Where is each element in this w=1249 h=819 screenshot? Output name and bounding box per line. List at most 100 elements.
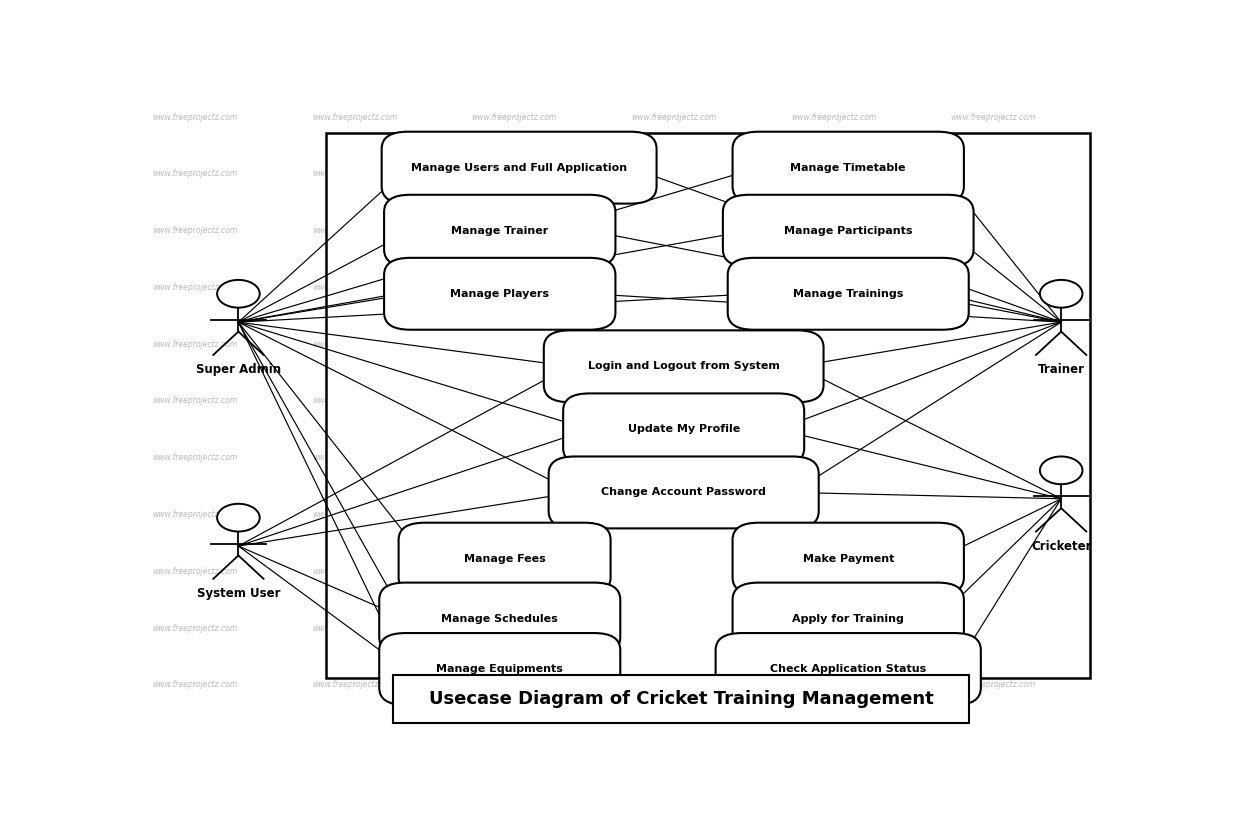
Text: www.freeprojectz.com: www.freeprojectz.com [312,681,397,690]
Text: www.freeprojectz.com: www.freeprojectz.com [472,567,557,576]
Text: www.freeprojectz.com: www.freeprojectz.com [631,170,717,179]
Text: www.freeprojectz.com: www.freeprojectz.com [472,283,557,292]
Text: www.freeprojectz.com: www.freeprojectz.com [950,567,1037,576]
Text: www.freeprojectz.com: www.freeprojectz.com [152,681,237,690]
Text: www.freeprojectz.com: www.freeprojectz.com [312,170,397,179]
Text: Super Admin: Super Admin [196,363,281,376]
Text: Make Payment: Make Payment [803,554,894,563]
Text: www.freeprojectz.com: www.freeprojectz.com [152,113,237,122]
Text: Manage Equipments: Manage Equipments [436,664,563,674]
Text: Manage Participants: Manage Participants [784,226,913,236]
Text: www.freeprojectz.com: www.freeprojectz.com [631,396,717,405]
Text: www.freeprojectz.com: www.freeprojectz.com [472,681,557,690]
Text: www.freeprojectz.com: www.freeprojectz.com [950,623,1037,632]
Text: www.freeprojectz.com: www.freeprojectz.com [472,510,557,519]
Text: System User: System User [196,587,280,600]
Text: Manage Timetable: Manage Timetable [791,163,906,173]
Text: www.freeprojectz.com: www.freeprojectz.com [950,113,1037,122]
FancyBboxPatch shape [385,195,616,267]
Text: www.freeprojectz.com: www.freeprojectz.com [152,396,237,405]
Text: www.freeprojectz.com: www.freeprojectz.com [791,170,877,179]
Text: www.freeprojectz.com: www.freeprojectz.com [791,396,877,405]
Text: Cricketer: Cricketer [1030,540,1092,553]
FancyBboxPatch shape [733,132,964,204]
FancyBboxPatch shape [380,582,621,654]
Text: Manage Schedules: Manage Schedules [441,613,558,623]
Text: www.freeprojectz.com: www.freeprojectz.com [791,453,877,462]
Text: www.freeprojectz.com: www.freeprojectz.com [791,113,877,122]
Circle shape [217,280,260,308]
Text: www.freeprojectz.com: www.freeprojectz.com [631,340,717,349]
FancyBboxPatch shape [380,633,621,705]
Text: Manage Users and Full Application: Manage Users and Full Application [411,163,627,173]
FancyBboxPatch shape [733,582,964,654]
FancyBboxPatch shape [716,633,980,705]
Text: www.freeprojectz.com: www.freeprojectz.com [312,340,397,349]
Text: www.freeprojectz.com: www.freeprojectz.com [312,453,397,462]
Text: www.freeprojectz.com: www.freeprojectz.com [950,453,1037,462]
Text: www.freeprojectz.com: www.freeprojectz.com [631,113,717,122]
Text: www.freeprojectz.com: www.freeprojectz.com [791,226,877,235]
Text: www.freeprojectz.com: www.freeprojectz.com [472,453,557,462]
Text: www.freeprojectz.com: www.freeprojectz.com [791,340,877,349]
Text: www.freeprojectz.com: www.freeprojectz.com [950,170,1037,179]
Text: Check Application Status: Check Application Status [771,664,927,674]
FancyBboxPatch shape [393,676,969,722]
Text: www.freeprojectz.com: www.freeprojectz.com [631,226,717,235]
FancyBboxPatch shape [548,456,818,528]
FancyBboxPatch shape [723,195,973,267]
Text: www.freeprojectz.com: www.freeprojectz.com [152,567,237,576]
FancyBboxPatch shape [382,132,657,204]
Text: www.freeprojectz.com: www.freeprojectz.com [152,623,237,632]
Text: www.freeprojectz.com: www.freeprojectz.com [472,623,557,632]
FancyBboxPatch shape [543,330,823,402]
Text: www.freeprojectz.com: www.freeprojectz.com [950,396,1037,405]
Text: www.freeprojectz.com: www.freeprojectz.com [312,623,397,632]
Text: www.freeprojectz.com: www.freeprojectz.com [472,113,557,122]
Text: Update My Profile: Update My Profile [627,424,739,434]
FancyBboxPatch shape [385,258,616,330]
Text: www.freeprojectz.com: www.freeprojectz.com [152,170,237,179]
Text: www.freeprojectz.com: www.freeprojectz.com [950,340,1037,349]
FancyBboxPatch shape [326,133,1090,678]
Text: www.freeprojectz.com: www.freeprojectz.com [950,283,1037,292]
Text: www.freeprojectz.com: www.freeprojectz.com [791,623,877,632]
Text: www.freeprojectz.com: www.freeprojectz.com [950,226,1037,235]
Text: www.freeprojectz.com: www.freeprojectz.com [791,567,877,576]
Text: Trainer: Trainer [1038,363,1084,376]
Text: Login and Logout from System: Login and Logout from System [588,361,779,371]
Text: Manage Fees: Manage Fees [463,554,546,563]
FancyBboxPatch shape [728,258,969,330]
Text: www.freeprojectz.com: www.freeprojectz.com [631,681,717,690]
Text: www.freeprojectz.com: www.freeprojectz.com [312,567,397,576]
FancyBboxPatch shape [733,523,964,595]
Text: www.freeprojectz.com: www.freeprojectz.com [152,510,237,519]
Text: www.freeprojectz.com: www.freeprojectz.com [312,226,397,235]
Text: www.freeprojectz.com: www.freeprojectz.com [312,510,397,519]
Text: www.freeprojectz.com: www.freeprojectz.com [472,340,557,349]
Text: www.freeprojectz.com: www.freeprojectz.com [631,283,717,292]
Text: www.freeprojectz.com: www.freeprojectz.com [312,396,397,405]
Text: www.freeprojectz.com: www.freeprojectz.com [472,226,557,235]
Text: www.freeprojectz.com: www.freeprojectz.com [791,510,877,519]
FancyBboxPatch shape [563,393,804,465]
Circle shape [1040,280,1083,308]
Text: Usecase Diagram of Cricket Training Management: Usecase Diagram of Cricket Training Mana… [428,690,933,708]
Text: www.freeprojectz.com: www.freeprojectz.com [152,453,237,462]
Text: Manage Trainings: Manage Trainings [793,289,903,299]
Text: Apply for Training: Apply for Training [792,613,904,623]
Text: www.freeprojectz.com: www.freeprojectz.com [631,510,717,519]
Text: Change Account Password: Change Account Password [601,487,766,497]
Text: www.freeprojectz.com: www.freeprojectz.com [152,340,237,349]
Text: www.freeprojectz.com: www.freeprojectz.com [312,283,397,292]
FancyBboxPatch shape [398,523,611,595]
Text: www.freeprojectz.com: www.freeprojectz.com [312,113,397,122]
Text: www.freeprojectz.com: www.freeprojectz.com [631,453,717,462]
Circle shape [1040,456,1083,484]
Text: www.freeprojectz.com: www.freeprojectz.com [472,170,557,179]
Text: www.freeprojectz.com: www.freeprojectz.com [472,396,557,405]
Text: Manage Players: Manage Players [450,289,550,299]
Text: Manage Trainer: Manage Trainer [451,226,548,236]
Text: www.freeprojectz.com: www.freeprojectz.com [631,567,717,576]
Text: www.freeprojectz.com: www.freeprojectz.com [950,510,1037,519]
